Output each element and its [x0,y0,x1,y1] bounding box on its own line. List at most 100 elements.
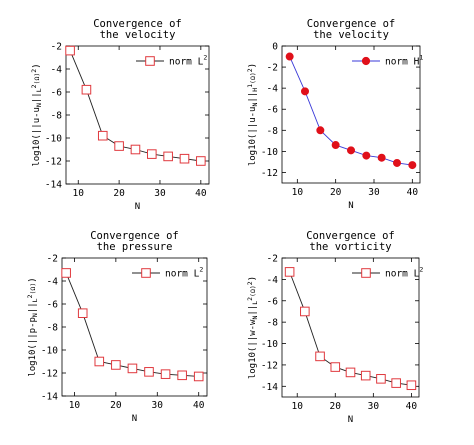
data-point [193,371,204,382]
axes-frame [281,45,421,184]
data-point [376,374,386,384]
y-tick-label: -8 [267,126,279,137]
x-tick-label: 40 [193,400,205,411]
data-point [81,84,92,95]
x-tick-label: 20 [110,400,122,411]
data-point [130,144,141,155]
y-tick-label: -10 [261,147,278,158]
x-tick-label: 20 [113,188,125,199]
y-axis-label: log10(||u-uN||L2(Ω)2) [30,63,43,166]
chart-title-line: Convergence of [93,18,182,30]
x-tick-label: 30 [368,187,380,198]
data-point [127,363,138,374]
x-tick-label: 10 [291,401,303,412]
y-tick-label: -12 [261,360,278,371]
y-tick-label: -8 [51,111,63,122]
data-point [111,360,121,370]
chart-title-line: Convergence of [307,18,396,30]
y-tick-label: -14 [41,392,58,403]
data-point [61,268,71,278]
legend-marker [361,56,371,66]
y-axis-label: log10(||p-pN||L2(Ω)) [26,277,39,376]
data-point [114,141,124,151]
y-tick-label: -8 [267,318,279,329]
y-tick-label: -12 [261,168,278,179]
chart-title-line: the vorticity [309,241,391,253]
y-tick-label: -8 [47,323,59,334]
y-tick-label: -4 [51,65,63,76]
chart-title-line: Convergence of [306,230,395,242]
y-tick-label: -12 [45,157,62,168]
y-tick-label: -10 [45,134,62,145]
data-point [285,52,294,61]
chart-title-line: the pressure [97,241,173,253]
x-tick-label: 10 [292,187,304,198]
data-point [65,45,75,56]
x-tick-label: 40 [407,187,419,198]
x-tick-label: 20 [330,401,342,412]
data-point [163,151,173,162]
chart-title-line: the velocity [313,29,389,41]
y-tick-label: -2 [267,254,278,265]
x-tick-label: 40 [406,401,418,412]
axes-frame [281,257,420,398]
data-point [345,367,356,378]
y-tick-label: -14 [45,180,62,191]
data-point [97,130,108,141]
data-point [360,370,371,381]
x-axis-label: N [348,415,353,425]
y-tick-label: -10 [41,346,58,357]
x-tick-label: 20 [330,187,342,198]
y-axis-label: log10(||w-wN||L2(Ω)2) [246,276,259,379]
x-axis-label: N [135,202,140,212]
data-point [315,351,325,362]
data-point [346,146,355,155]
chart-title-line: Convergence of [90,230,179,242]
data-point [94,356,105,367]
y-tick-label: -6 [47,300,59,311]
data-point [144,367,154,377]
y-tick-label: -4 [267,275,279,286]
data-point [196,156,206,166]
data-point [77,308,88,318]
data-point [179,153,190,164]
data-point [331,141,340,150]
data-point [391,378,401,388]
x-tick-label: 10 [73,188,85,199]
y-tick-label: -4 [47,277,59,288]
legend-label: norm L2 [169,54,207,68]
legend-marker [145,56,155,66]
data-point [392,158,401,167]
y-tick-label: -2 [51,42,62,53]
x-tick-label: 30 [154,188,166,199]
legend-label: norm L2 [165,266,203,280]
y-tick-label: -2 [47,254,58,265]
data-point [284,267,295,277]
data-point [408,161,417,170]
data-point [362,151,371,160]
x-tick-label: 10 [69,400,81,411]
data-point [316,126,325,135]
data-point [406,380,417,391]
y-tick-label: -14 [261,382,278,393]
legend-marker [361,268,371,278]
legend-label: norm L2 [385,266,423,280]
y-tick-label: -10 [261,339,278,350]
y-axis-label: log10(||u-uN||H1(Ω)2) [246,63,259,166]
y-tick-label: -12 [41,369,58,380]
y-tick-label: -2 [267,63,278,74]
x-tick-label: 30 [152,400,164,411]
data-point [330,362,341,372]
data-point [160,369,171,379]
x-axis-label: N [348,201,353,211]
x-tick-label: 40 [195,188,207,199]
data-point [377,153,386,162]
y-tick-label: -6 [267,296,279,307]
legend-label: norm H1 [385,54,423,68]
data-point [300,306,310,317]
